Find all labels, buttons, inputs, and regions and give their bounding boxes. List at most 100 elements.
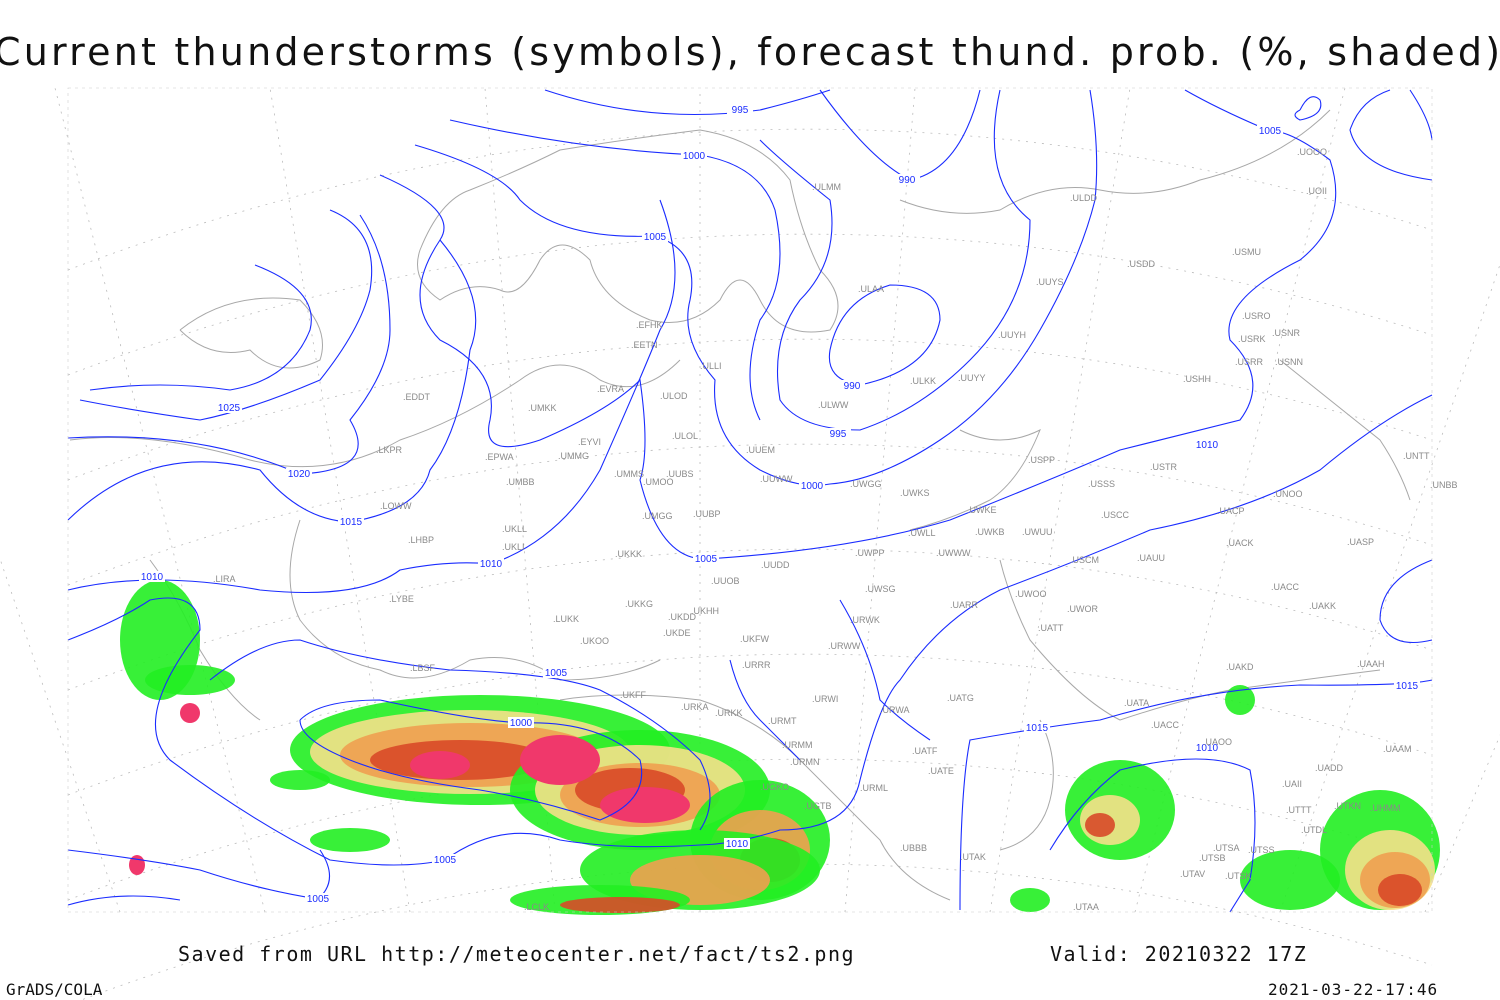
station-label: .UWKE (967, 505, 997, 515)
coastline (1279, 359, 1411, 501)
station-label: .USTR (1150, 462, 1178, 472)
isobar-label: 1000 (683, 151, 706, 162)
isobar-label-bg (338, 516, 364, 527)
station-label: .UUEM (746, 445, 775, 455)
station-label: .ULAA (858, 284, 884, 294)
isobar-label-bg (681, 150, 707, 161)
station-label: .URWA (880, 705, 910, 715)
station-label: .UACC (1271, 582, 1300, 592)
station-label: .UTAV (1180, 869, 1205, 879)
station-label: .UWOR (1067, 604, 1098, 614)
station-label: .UTKN (1334, 801, 1361, 811)
isobar-line (1349, 89, 1433, 181)
isobar-label-bg (642, 231, 668, 242)
coastline (909, 428, 1041, 531)
station-label: .UTSK (1225, 871, 1252, 881)
isobar-label-bg (1024, 722, 1050, 733)
station-label: .UAKK (1309, 601, 1336, 611)
meridian-line (844, 87, 916, 913)
isobar-line (1049, 758, 1256, 913)
station-label: .UAUU (1137, 553, 1165, 563)
isobar-label: 1020 (288, 469, 311, 480)
generated-timestamp: 2021-03-22-17:46 (1268, 980, 1439, 999)
isobar-label: 1005 (434, 855, 457, 866)
station-label: .UBBB (900, 843, 927, 853)
station-label: .USSS (1088, 479, 1115, 489)
station-label: .LBSF (410, 663, 436, 673)
station-label: .UUBP (693, 509, 721, 519)
probability-area (1085, 813, 1115, 837)
station-label: .UMMS (614, 469, 644, 479)
station-label: .URKK (715, 708, 743, 718)
station-label: .ULOD (660, 391, 688, 401)
station-label: .EPWA (485, 452, 514, 462)
probability-area (1240, 850, 1340, 910)
isobar-line (67, 394, 1433, 866)
thunderstorm-symbols (180, 703, 200, 723)
station-label: .ULMM (812, 182, 841, 192)
station-label: .UARR (950, 600, 979, 610)
probability-area (145, 665, 235, 695)
station-label: .UTAK (960, 852, 986, 862)
station-label: .URWW (828, 641, 861, 651)
isobar-line (839, 599, 931, 741)
station-label: .UOOO (1297, 147, 1327, 157)
isobar-label: 1005 (695, 554, 718, 565)
coastline (999, 559, 1381, 721)
isobar-label: 1005 (1259, 126, 1282, 137)
meridian-line (1134, 87, 1346, 913)
station-label: .USMU (1232, 247, 1261, 257)
probability-area (560, 897, 680, 913)
station-label: .UTDL (1301, 825, 1327, 835)
isobar-line (828, 284, 941, 386)
isobar-line (67, 199, 676, 594)
station-label: .UWKS (900, 488, 930, 498)
isobar-label: 1005 (545, 668, 568, 679)
station-label: .USHH (1183, 374, 1211, 384)
coastline (999, 719, 1054, 851)
isobar-label-bg (543, 667, 569, 678)
thunderstorm-symbols (410, 751, 470, 779)
station-label: .ULKK (910, 376, 936, 386)
isobar-label-bg (508, 717, 534, 728)
station-label: .UATA (1124, 698, 1149, 708)
station-label: .UKFW (740, 634, 770, 644)
probability-area (1010, 888, 1050, 912)
station-label: .EDDT (403, 392, 431, 402)
probability-area (1225, 685, 1255, 715)
station-label: .UTSB (1199, 853, 1226, 863)
station-label: .UOII (1306, 186, 1327, 196)
station-label: .URMT (768, 716, 797, 726)
isobar-label: 1005 (307, 894, 330, 905)
isobar-label: 1010 (480, 559, 503, 570)
isobar-label-bg (1394, 680, 1420, 691)
isobar-label-bg (1194, 742, 1220, 753)
station-label: .USDD (1127, 259, 1156, 269)
station-label: .UACP (1217, 506, 1245, 516)
isobar-label-bg (305, 893, 331, 904)
station-label: .URRR (742, 660, 771, 670)
station-label: .UTAA (1073, 902, 1099, 912)
station-label: .UTTT (1286, 805, 1312, 815)
station-label: .UKOO (580, 636, 609, 646)
thunderstorm-symbols (600, 787, 690, 823)
isobar-line (67, 849, 331, 900)
station-label: .UATF (912, 746, 938, 756)
station-label: .UWSG (865, 584, 896, 594)
isobar-line (414, 89, 1098, 486)
station-label: .URWK (850, 615, 880, 625)
station-label: .UUWW (760, 474, 793, 484)
isobar-label-bg (139, 571, 165, 582)
station-label: .UUDD (761, 560, 790, 570)
isobar-line (67, 895, 181, 906)
station-label: .UKHH (691, 606, 719, 616)
isobar-line (79, 209, 373, 421)
probability-area (1378, 874, 1422, 906)
station-label: .UUYS (1036, 277, 1064, 287)
station-label: .USCM (1070, 555, 1099, 565)
station-label: .USNR (1272, 328, 1301, 338)
isobar-label: 1010 (726, 839, 749, 850)
isobar-label: 995 (830, 429, 847, 440)
station-label: .USCC (1101, 510, 1130, 520)
